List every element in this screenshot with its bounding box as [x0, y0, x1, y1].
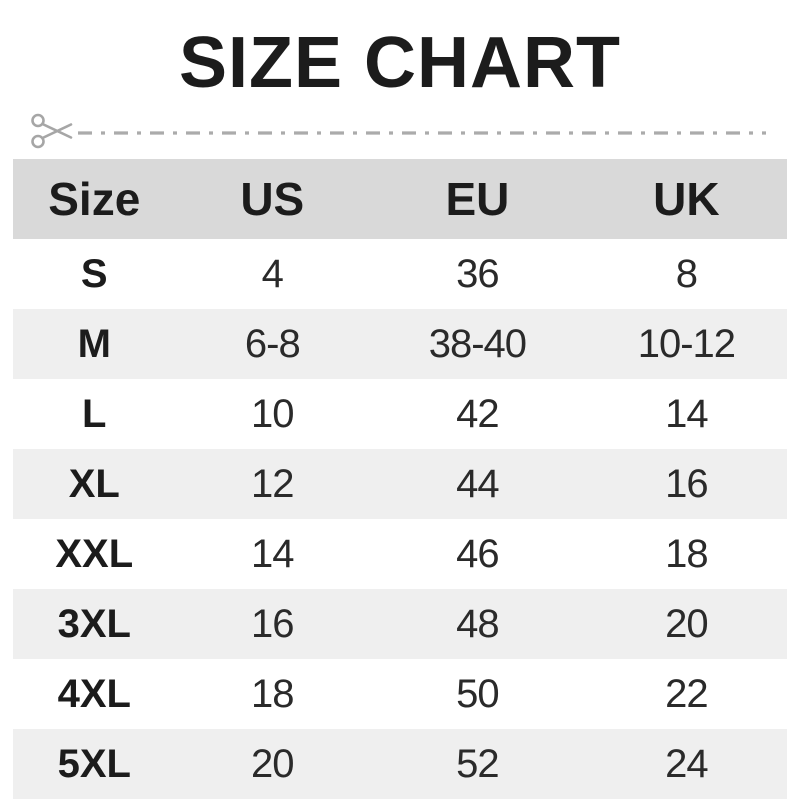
eu-cell: 44 [456, 462, 499, 506]
size-chart-page: SIZE CHART Size US EU UK S 4 36 [0, 22, 800, 800]
header-us: US [240, 173, 305, 225]
eu-cell: 42 [456, 392, 499, 436]
table-row: XXL 14 46 18 [13, 519, 787, 589]
size-cell: 3XL [57, 602, 131, 646]
table-row: XL 12 44 16 [13, 449, 787, 519]
eu-cell: 46 [456, 532, 499, 576]
table-row: 5XL 20 52 24 [13, 729, 787, 799]
size-cell: XXL [55, 532, 134, 576]
cut-line-row [30, 112, 786, 154]
eu-cell: 48 [456, 602, 499, 646]
uk-cell: 22 [665, 672, 709, 716]
cut-line [78, 130, 766, 136]
table-header-row: Size US EU UK [13, 159, 787, 239]
size-cell: L [82, 392, 107, 436]
size-cell: 5XL [57, 742, 131, 786]
uk-cell: 20 [665, 602, 709, 646]
us-cell: 14 [251, 532, 294, 576]
us-cell: 6-8 [244, 322, 301, 366]
us-cell: 4 [261, 252, 284, 296]
size-cell: M [77, 322, 111, 366]
us-cell: 16 [251, 602, 294, 646]
header-size: Size [48, 173, 141, 225]
table-row: 4XL 18 50 22 [13, 659, 787, 729]
uk-cell: 14 [665, 392, 709, 436]
eu-cell: 38-40 [428, 322, 527, 366]
scissors-icon [30, 110, 76, 157]
us-cell: 18 [251, 672, 294, 716]
table-row: S 4 36 8 [13, 239, 787, 309]
header-eu: EU [445, 173, 510, 225]
size-cell: 4XL [57, 672, 131, 716]
eu-cell: 36 [456, 252, 499, 296]
us-cell: 20 [251, 742, 294, 786]
uk-cell: 10-12 [637, 322, 736, 366]
uk-cell: 8 [675, 252, 698, 296]
us-cell: 12 [251, 462, 294, 506]
eu-cell: 52 [456, 742, 499, 786]
table-row: 3XL 16 48 20 [13, 589, 787, 659]
header-uk: UK [653, 173, 720, 225]
size-cell: XL [68, 462, 120, 506]
uk-cell: 16 [665, 462, 709, 506]
uk-cell: 18 [665, 532, 709, 576]
us-cell: 10 [251, 392, 294, 436]
table-row: M 6-8 38-40 10-12 [13, 309, 787, 379]
eu-cell: 50 [456, 672, 499, 716]
page-title: SIZE CHART [179, 23, 621, 103]
table-row: L 10 42 14 [13, 379, 787, 449]
size-table: Size US EU UK S 4 36 8 M 6-8 38-40 10-12… [13, 159, 787, 799]
uk-cell: 24 [665, 742, 709, 786]
size-cell: S [80, 252, 108, 296]
